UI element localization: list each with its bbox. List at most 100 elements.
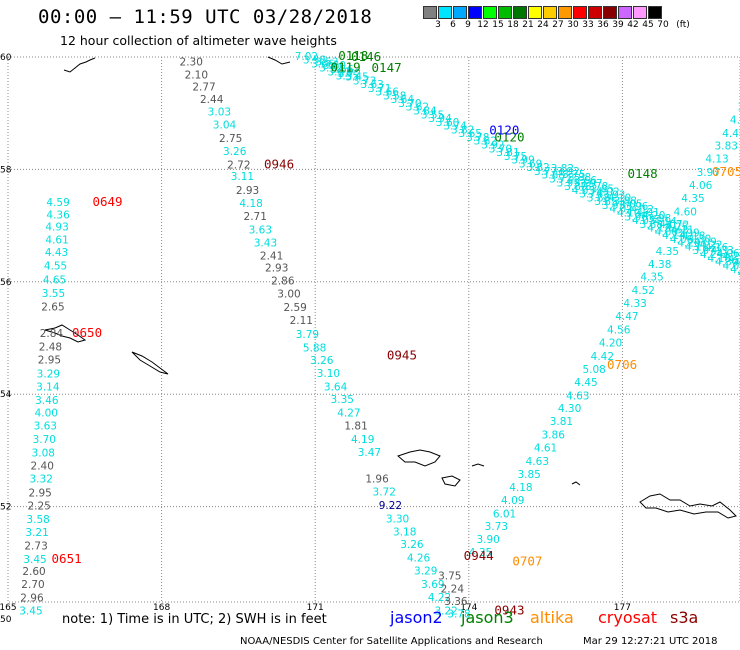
mission-label-s3a: s3a xyxy=(670,608,699,627)
wave-height-value: 3.82 xyxy=(451,124,474,136)
wave-height-value: 4.20 xyxy=(677,238,700,250)
wave-height-value: 3.64 xyxy=(324,381,348,393)
wave-height-value: 6.01 xyxy=(493,508,516,520)
wave-height-value: 4.05 xyxy=(619,198,642,210)
wave-height-value: 3.66 xyxy=(376,87,400,99)
lon-tick-label: 168 xyxy=(153,603,170,613)
map-gridlines xyxy=(8,57,740,602)
pass-time-label-jason3: 0119 xyxy=(331,60,361,75)
wave-height-value: 4.47 xyxy=(615,311,638,323)
buldir-island xyxy=(571,481,581,486)
wave-height-value: 1.81 xyxy=(344,421,367,433)
wave-height-value: 3.75 xyxy=(438,571,461,583)
wave-height-value: 2.11 xyxy=(290,315,313,327)
legend-swatch xyxy=(423,6,437,19)
wave-height-value: 4.35 xyxy=(469,547,492,559)
lon-tick-label: 165 xyxy=(0,603,17,613)
wave-height-value: 3.56 xyxy=(330,64,354,76)
pass-time-label-s3a: 0946 xyxy=(264,156,294,171)
legend-labels: 3 6 9 12 15 18 21 24 27 30 33 36 39 42 45 70 (ft) xyxy=(423,20,690,32)
pass-time-label-jason2: 0120 xyxy=(489,123,519,138)
lon-tick-label: 177 xyxy=(614,603,631,613)
wave-height-value: 4.30 xyxy=(688,233,711,245)
wave-height-value: 4.61 xyxy=(45,235,68,247)
wave-height-value: 4.10 xyxy=(608,192,631,204)
wave-height-value: 3.70 xyxy=(398,98,421,110)
wave-height-value: 3.85 xyxy=(517,469,540,481)
wave-height-value: 4.38 xyxy=(648,259,671,271)
wave-height-value: 3.73 xyxy=(485,521,508,533)
wave-height-value: 5.08 xyxy=(582,364,605,376)
track-west-cryosat: 4.594.364.934.614.434.55 4.65 3.552.65 2.84… xyxy=(19,197,70,618)
wave-height-value: 3.96 xyxy=(625,211,649,223)
wave-height-value: 3.72 xyxy=(338,68,361,80)
wave-height-value: 3.77 xyxy=(738,101,740,113)
wave-height-value: 4.09 xyxy=(501,495,524,507)
wave-height-value: 3.43 xyxy=(254,237,277,249)
wave-height-value: 4.63 xyxy=(526,456,549,468)
wave-height-value: 3.35 xyxy=(331,394,354,406)
mission-label-jason3: jason3 xyxy=(461,608,514,627)
wave-height-value: 4.25 xyxy=(730,264,740,276)
wave-height-value: 4.18 xyxy=(509,482,532,494)
wave-height-value: 3.18 xyxy=(393,526,416,538)
coastline-kamchatka-north xyxy=(63,57,96,73)
color-legend: 3 6 9 12 15 18 21 24 27 30 33 36 39 42 45 70 (ft) xyxy=(423,6,690,32)
wave-height-value: 4.30 xyxy=(715,257,738,269)
legend-label: 15 xyxy=(492,20,504,30)
legend-swatch xyxy=(528,6,542,19)
wave-height-value: 4.45 xyxy=(574,377,597,389)
wave-height-value: 4.33 xyxy=(711,245,734,257)
wave-height-value: 3.29 xyxy=(37,368,60,380)
wave-height-value: 3.86 xyxy=(542,430,566,442)
wave-height-value: 3.55 xyxy=(421,109,444,121)
legend-label: 42 xyxy=(627,20,639,30)
legend-label: 39 xyxy=(612,20,624,30)
legend-label: 36 xyxy=(597,20,609,30)
wave-height-value: 3.70 xyxy=(489,143,512,155)
pass-time-label-altika: 0705 xyxy=(712,164,740,179)
wave-height-value: 3.29 xyxy=(414,566,437,578)
wave-height-value: 4.14 xyxy=(654,216,678,228)
wave-height-value: 3.63 xyxy=(360,79,383,91)
wave-height-value: 4.01 xyxy=(636,207,659,219)
wave-height-value: 2.95 xyxy=(28,487,51,499)
pass-time-label-jason3: 0147 xyxy=(372,60,402,75)
wave-height-value: 3.71 xyxy=(549,173,572,185)
wave-height-value: 4.15 xyxy=(730,114,740,126)
legend-label: 24 xyxy=(537,20,549,30)
track-south-gray: 3.752.243.363.78 xyxy=(438,571,471,621)
wave-height-value: 2.70 xyxy=(21,579,44,591)
map-frame xyxy=(7,56,740,603)
coastline-top-center xyxy=(267,56,291,65)
wave-height-value: 4.21 xyxy=(722,251,740,263)
wave-height-value: 2.93 xyxy=(265,263,288,275)
legend-label: 33 xyxy=(582,20,594,30)
wave-height-value: 4.18 xyxy=(239,198,262,210)
wave-height-value: 3.30 xyxy=(386,513,409,525)
wave-height-value: 1.96 xyxy=(365,473,389,485)
wave-height-value: 3.45 xyxy=(345,72,368,84)
wave-height-value: 3.04 xyxy=(213,119,237,131)
wave-height-value: 4.55 xyxy=(44,260,67,272)
legend-label: 70 xyxy=(657,20,669,30)
dense-track-top: 7.023.583.663.723.613.55 xyxy=(295,51,359,83)
legend-swatch xyxy=(498,6,512,19)
wave-height-value: 4.20 xyxy=(642,210,665,222)
mission-label-cryosat: cryosat xyxy=(598,608,658,627)
wave-height-value: 3.80 xyxy=(564,181,587,193)
wave-height-value: 3.92 xyxy=(481,140,504,152)
pass-time-label-s3a: 0943 xyxy=(494,603,524,618)
wave-height-value: 3.11 xyxy=(231,171,254,183)
wave-height-value: 4.00 xyxy=(655,226,678,238)
wave-height-value: 3.81 xyxy=(550,416,573,428)
wave-height-value: 4.14 xyxy=(728,254,740,266)
dense-track-lower: 3.823.923.753.883.663.973.783.854.023.93… xyxy=(551,163,740,272)
wave-height-value: 4.48 xyxy=(722,128,740,140)
wave-height-value: 3.10 xyxy=(317,368,340,380)
wave-height-value: 3.88 xyxy=(542,170,565,182)
wave-height-value: 3.99 xyxy=(511,155,534,167)
wave-height-value: 3.99 xyxy=(676,228,699,240)
pass-time-label-cryosat: 0651 xyxy=(52,551,82,566)
wave-height-value: 3.85 xyxy=(591,184,614,196)
